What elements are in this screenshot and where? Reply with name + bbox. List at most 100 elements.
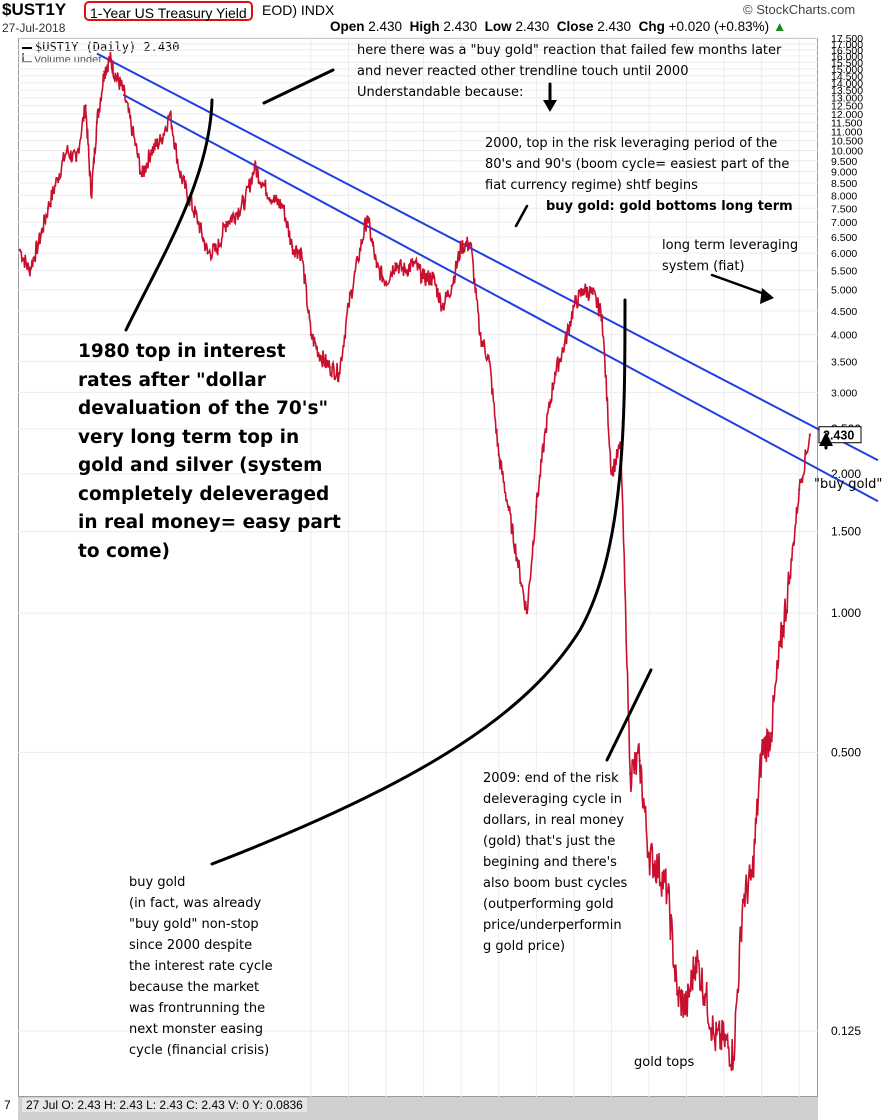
price-point: [131, 130, 134, 133]
annotation-pointer-line: [262, 68, 335, 105]
price-point: [168, 112, 172, 116]
y-tick-label: 0.125: [831, 1024, 861, 1038]
annotation-line: in real money= easy part: [78, 512, 341, 533]
price-point: [779, 644, 782, 647]
high-value: 2.430: [443, 19, 478, 34]
annotation-line: begining and there's: [483, 855, 617, 870]
price-point: [685, 1007, 688, 1010]
price-point: [629, 772, 632, 775]
price-point: [478, 333, 482, 336]
price-point: [525, 611, 529, 615]
price-point: [441, 305, 444, 308]
price-point: [108, 57, 112, 60]
annotation-line: very long term top in: [78, 426, 300, 448]
annotation-line: next monster easing: [129, 1022, 263, 1037]
price-point: [572, 305, 576, 308]
price-point: [28, 269, 31, 272]
price-point: [234, 212, 238, 215]
y-tick-label: 10.000: [831, 145, 863, 157]
price-point: [403, 269, 407, 272]
price-point: [713, 1037, 716, 1041]
y-tick-label: 7.000: [831, 217, 857, 229]
annotation-line: completely deleveraged: [78, 483, 330, 505]
annotation-line: dollars, in real money: [483, 813, 625, 828]
price-point: [610, 472, 613, 476]
price-point: [244, 199, 247, 202]
price-point: [413, 262, 416, 265]
annotation-line: deleveraging cycle in: [483, 792, 622, 807]
price-point: [553, 372, 557, 375]
y-tick-label: 9.500: [831, 156, 857, 168]
price-point: [469, 242, 472, 245]
y-tick-label: 16.500: [831, 45, 863, 57]
y-tick-label: 4.500: [831, 306, 857, 318]
annotation-line: gold and silver (system: [78, 455, 323, 476]
y-tick-label: 10.500: [831, 136, 863, 148]
volume-legend-label: Volume undef: [34, 54, 102, 66]
open-label: Open: [330, 19, 365, 34]
price-point: [647, 853, 651, 857]
chg-value: +0.020 (+0.83%): [668, 19, 770, 34]
y-tick-label: 17.500: [831, 33, 863, 45]
price-point: [84, 104, 87, 107]
price-point: [272, 199, 275, 202]
price-point: [769, 732, 773, 735]
price-point: [290, 245, 294, 248]
y-tick-label: 15.500: [831, 57, 863, 69]
low-label: Low: [484, 19, 512, 34]
bottom-info-readout: 27 Jul O: 2.43 H: 2.43 L: 2.43 C: 2.43 V…: [22, 1098, 307, 1112]
close-label: Close: [556, 19, 594, 34]
plot-area[interactable]: [18, 38, 818, 1097]
price-point: [114, 74, 117, 77]
symbol-label: $UST1Y: [2, 0, 67, 19]
price-point: [95, 121, 99, 124]
annotation-line: since 2000 despite: [129, 938, 253, 953]
price-point: [722, 1037, 726, 1041]
annotation-pointer-line: [124, 98, 214, 332]
price-point: [197, 220, 200, 224]
annotation-buy-gold-bottom: buy gold (in fact, was already "buy gold" …: [129, 872, 273, 1061]
y-tick-label: 3.000: [831, 387, 857, 399]
price-point: [206, 251, 209, 255]
y-tick-label: 8.500: [831, 178, 857, 190]
price-point: [65, 149, 69, 152]
price-point: [384, 280, 388, 284]
price-point: [140, 174, 144, 178]
annotation-line: long term leveraging: [662, 238, 799, 253]
price-point: [300, 251, 303, 255]
price-point: [600, 314, 604, 317]
annotation-pointer-line: [210, 298, 627, 866]
price-point: [788, 575, 792, 578]
price-point: [760, 751, 763, 754]
y-tick-label: 4.000: [831, 330, 857, 342]
price-point: [121, 88, 125, 92]
annotation-line: g gold price): [483, 939, 566, 954]
price-point: [75, 159, 78, 162]
price-point: [450, 284, 454, 287]
annotation-line: (gold) that's just the: [483, 834, 616, 849]
y-tick-label: 14.000: [831, 78, 863, 90]
annotation-line: and never reacted other trendline touch …: [357, 64, 689, 79]
annotation-buy-gold-now: "buy gold": [814, 477, 883, 492]
price-point: [319, 354, 322, 357]
price-point: [328, 366, 331, 369]
price-point: [666, 890, 669, 893]
annotation-line: rates after "dollar: [78, 369, 266, 391]
price-point: [488, 360, 491, 363]
annotation-line: 1980 top in interest: [78, 341, 286, 362]
price-point: [103, 70, 106, 73]
low-value: 2.430: [515, 19, 550, 34]
price-point: [281, 204, 284, 207]
price-point: [694, 956, 698, 959]
price-point: [582, 288, 585, 291]
y-tick-label: 5.500: [831, 266, 857, 278]
price-point: [798, 488, 801, 491]
annotation-line: also boom bust cycles: [483, 876, 628, 891]
date-label: 27-Jul-2018: [2, 21, 66, 35]
annotation-arrowhead-icon: [819, 432, 833, 446]
annotation-arrowhead-icon: [760, 288, 774, 304]
annotation-line: fiat currency regime) shtf begins: [485, 178, 698, 193]
y-tick-label: 12.000: [831, 109, 863, 121]
price-point: [262, 184, 266, 187]
price-point: [535, 505, 538, 508]
